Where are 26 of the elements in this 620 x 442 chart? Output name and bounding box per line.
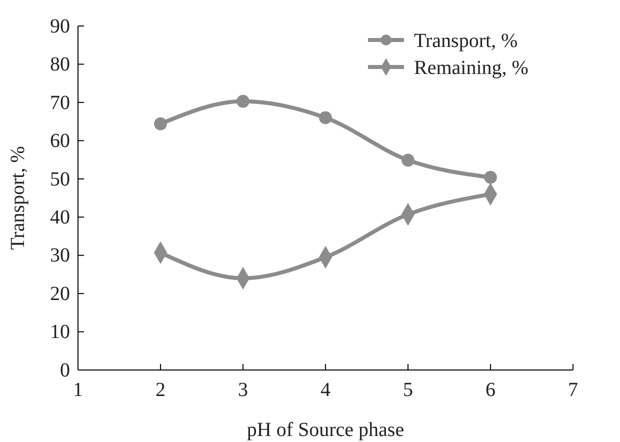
point bbox=[319, 111, 332, 124]
x-tick-label: 6 bbox=[486, 379, 496, 402]
y-tick-label: 30 bbox=[50, 244, 70, 267]
x-tick-label: 5 bbox=[403, 379, 413, 402]
point bbox=[402, 154, 414, 167]
y-tick-label: 90 bbox=[50, 15, 70, 38]
x-tick-label: 3 bbox=[238, 379, 248, 402]
x-tick-label: 2 bbox=[156, 379, 166, 402]
x-tick-label: 4 bbox=[320, 379, 330, 402]
y-tick-label: 50 bbox=[50, 168, 70, 190]
point bbox=[236, 94, 250, 108]
legend-label: Remaining, % bbox=[414, 57, 528, 79]
y-tick-label: 10 bbox=[50, 321, 70, 344]
y-tick-label: 80 bbox=[50, 54, 70, 76]
legend-label: Transport, % bbox=[414, 30, 518, 52]
y-tick-label: 20 bbox=[50, 282, 70, 305]
x-tick-label: 1 bbox=[73, 379, 83, 402]
y-tick-label: 40 bbox=[50, 206, 70, 229]
y-axis-title: Transport, % bbox=[7, 146, 29, 250]
x-tick-label: 7 bbox=[568, 379, 578, 402]
y-tick-label: 0 bbox=[60, 359, 70, 382]
point bbox=[154, 117, 167, 130]
y-tick-label: 70 bbox=[50, 92, 70, 114]
y-tick-label: 60 bbox=[50, 130, 70, 152]
point bbox=[484, 170, 497, 184]
x-axis-title: pH of Source phase bbox=[246, 419, 404, 441]
